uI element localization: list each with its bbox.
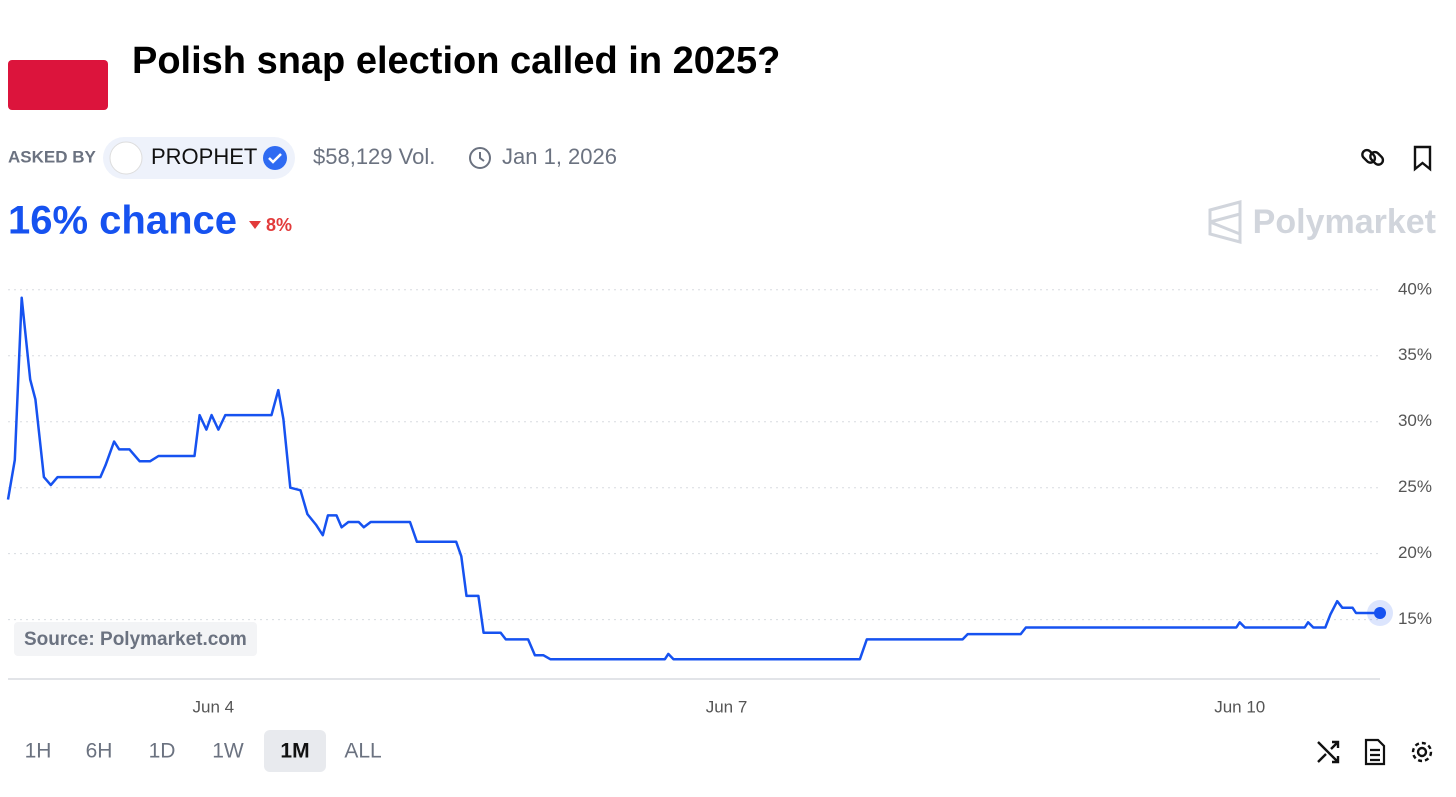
y-tick-label: 20% <box>1398 543 1432 562</box>
asker-avatar <box>109 141 143 175</box>
range-buttons: 1H 6H 1D 1W 1M ALL <box>25 730 382 772</box>
verified-badge <box>263 146 287 170</box>
end-dot <box>1374 607 1386 620</box>
y-tick-label: 30% <box>1398 411 1432 430</box>
bookmark-icon[interactable] <box>1413 145 1432 172</box>
shuffle-icon[interactable] <box>1317 740 1340 764</box>
y-tick-label: 25% <box>1398 477 1432 496</box>
x-tick-label: Jun 10 <box>1214 697 1265 716</box>
clock-icon <box>469 147 491 169</box>
document-icon[interactable] <box>1364 738 1386 766</box>
y-tick-label: 40% <box>1398 279 1432 298</box>
x-tick-label: Jun 7 <box>706 697 748 716</box>
range-button[interactable]: ALL <box>344 740 381 763</box>
y-tick-label: 35% <box>1398 345 1432 364</box>
down-arrow <box>249 221 261 229</box>
volume: $58,129 Vol. <box>313 144 435 169</box>
change: 8% <box>266 215 292 235</box>
link-icon[interactable] <box>1361 148 1385 166</box>
brand-name: Polymarket <box>1253 203 1436 241</box>
range-button[interactable]: 6H <box>86 740 113 763</box>
end-date: Jan 1, 2026 <box>502 144 617 169</box>
brand-logo <box>1208 200 1242 244</box>
range-button[interactable]: 1H <box>25 740 52 763</box>
range-button[interactable]: 1W <box>212 740 244 763</box>
source: Source: Polymarket.com <box>24 629 247 650</box>
range-button[interactable]: 1D <box>149 740 176 763</box>
asker-name[interactable]: PROPHET <box>151 144 257 169</box>
settings-icon[interactable] <box>1411 741 1433 763</box>
verified-check <box>268 153 282 164</box>
price-line <box>6 296 1380 661</box>
flag <box>8 60 108 110</box>
title: Polish snap election called in 2025? <box>132 40 780 82</box>
chart: 15% 20% 25% 30% 35% 40% Jun 4 Jun 7 Jun 10 <box>6 279 1432 716</box>
x-tick-label: Jun 4 <box>192 697 234 716</box>
y-tick-label: 15% <box>1398 609 1432 628</box>
range-selected <box>264 730 326 772</box>
chance: 16% chance <box>8 199 237 243</box>
range-button[interactable]: 1M <box>280 740 309 763</box>
asker-pill[interactable] <box>103 137 295 179</box>
source-box <box>14 622 257 656</box>
asked-by-label: ASKED BY <box>8 147 97 166</box>
clock-hands <box>479 152 485 162</box>
